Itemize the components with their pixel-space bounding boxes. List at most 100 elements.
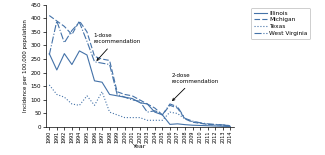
West Virginia <box>62 42 66 44</box>
Texas <box>176 113 179 114</box>
Michigan <box>93 55 97 57</box>
Texas <box>190 121 194 123</box>
Texas <box>206 123 210 125</box>
Illinois <box>198 124 202 126</box>
Legend: Illinois, Michigan, Texas, West Virginia: Illinois, Michigan, Texas, West Virginia <box>251 8 310 39</box>
West Virginia <box>221 124 225 126</box>
Michigan <box>183 118 187 120</box>
Michigan <box>55 20 59 22</box>
West Virginia <box>168 103 172 105</box>
West Virginia <box>123 96 127 98</box>
West Virginia <box>206 123 210 125</box>
Texas <box>62 96 66 98</box>
West Virginia <box>47 54 51 56</box>
Texas <box>161 119 164 121</box>
Illinois <box>190 124 194 126</box>
Texas <box>70 103 74 105</box>
Line: West Virginia: West Virginia <box>49 21 230 125</box>
Michigan <box>168 104 172 106</box>
West Virginia <box>153 110 157 112</box>
Michigan <box>85 31 89 33</box>
Michigan <box>123 93 127 95</box>
West Virginia <box>183 117 187 119</box>
Michigan <box>138 99 142 101</box>
Texas <box>213 124 217 126</box>
Text: 2-dose
recommendation: 2-dose recommendation <box>171 73 219 101</box>
Line: Michigan: Michigan <box>49 16 230 126</box>
Texas <box>100 91 104 93</box>
Texas <box>115 114 119 116</box>
Michigan <box>145 103 149 105</box>
Texas <box>123 117 127 119</box>
Texas <box>130 117 134 119</box>
Texas <box>183 118 187 120</box>
Illinois <box>115 95 119 97</box>
Michigan <box>221 124 225 126</box>
Illinois <box>138 102 142 104</box>
West Virginia <box>108 64 111 65</box>
Line: Texas: Texas <box>49 85 230 126</box>
Texas <box>228 125 232 127</box>
Illinois <box>221 125 225 127</box>
Illinois <box>108 93 111 95</box>
Texas <box>168 111 172 113</box>
Illinois <box>70 64 74 65</box>
Michigan <box>100 58 104 60</box>
West Virginia <box>138 100 142 102</box>
Texas <box>47 84 51 86</box>
Texas <box>85 95 89 97</box>
Illinois <box>123 96 127 98</box>
Illinois <box>62 53 66 55</box>
Illinois <box>183 124 187 126</box>
Texas <box>138 117 142 119</box>
Michigan <box>62 25 66 27</box>
Illinois <box>145 103 149 105</box>
Michigan <box>115 91 119 93</box>
Michigan <box>77 20 81 22</box>
Texas <box>55 93 59 95</box>
West Virginia <box>115 93 119 95</box>
West Virginia <box>161 114 164 116</box>
West Virginia <box>77 21 81 23</box>
Illinois <box>161 114 164 116</box>
Texas <box>221 124 225 126</box>
Illinois <box>77 50 81 52</box>
Texas <box>198 122 202 124</box>
Michigan <box>190 121 194 123</box>
Michigan <box>108 60 111 61</box>
West Virginia <box>198 122 202 124</box>
Texas <box>77 104 81 106</box>
Michigan <box>206 123 210 125</box>
Illinois <box>213 125 217 127</box>
Illinois <box>130 98 134 100</box>
Illinois <box>55 69 59 71</box>
Illinois <box>47 53 51 55</box>
Illinois <box>206 125 210 127</box>
West Virginia <box>85 40 89 42</box>
Michigan <box>213 124 217 126</box>
Illinois <box>228 126 232 127</box>
Line: Illinois: Illinois <box>49 51 230 126</box>
West Virginia <box>145 111 149 113</box>
West Virginia <box>213 123 217 125</box>
Illinois <box>176 123 179 125</box>
West Virginia <box>130 99 134 101</box>
Text: 1-dose
recommendation: 1-dose recommendation <box>93 33 140 60</box>
West Virginia <box>55 20 59 22</box>
Texas <box>93 104 97 106</box>
Illinois <box>168 123 172 125</box>
West Virginia <box>190 120 194 122</box>
Texas <box>145 119 149 121</box>
Y-axis label: Incidence per 100,000 population: Incidence per 100,000 population <box>23 19 28 112</box>
Texas <box>153 119 157 121</box>
Michigan <box>47 15 51 16</box>
Illinois <box>153 111 157 113</box>
West Virginia <box>70 30 74 31</box>
Michigan <box>176 107 179 109</box>
Michigan <box>161 114 164 116</box>
Michigan <box>228 125 232 127</box>
Michigan <box>153 107 157 109</box>
X-axis label: Year: Year <box>133 144 147 149</box>
Michigan <box>198 122 202 124</box>
Illinois <box>93 80 97 82</box>
